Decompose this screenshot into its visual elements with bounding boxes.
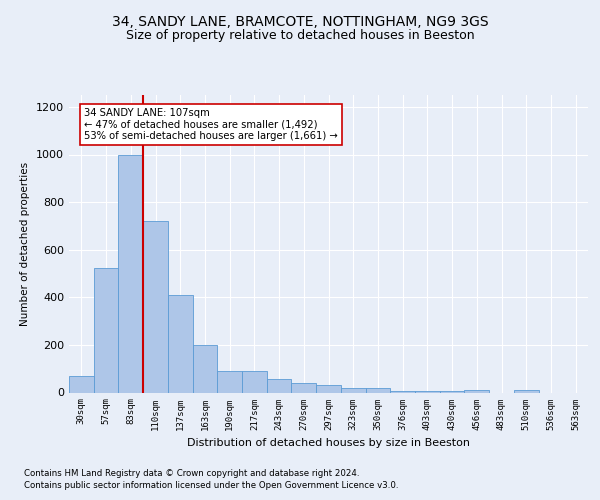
Bar [242, 371, 267, 392]
X-axis label: Distribution of detached houses by size in Beeston: Distribution of detached houses by size … [187, 438, 470, 448]
Text: Contains HM Land Registry data © Crown copyright and database right 2024.: Contains HM Land Registry data © Crown c… [24, 470, 359, 478]
Bar [193, 346, 217, 393]
Text: Contains public sector information licensed under the Open Government Licence v3: Contains public sector information licen… [24, 480, 398, 490]
Bar [143, 221, 168, 392]
Bar [118, 154, 143, 392]
Y-axis label: Number of detached properties: Number of detached properties [20, 162, 31, 326]
Bar [168, 295, 193, 392]
Bar [292, 384, 316, 392]
Bar [365, 388, 390, 392]
Bar [316, 386, 341, 392]
Bar [514, 390, 539, 392]
Bar [267, 378, 292, 392]
Bar [69, 376, 94, 392]
Bar [341, 388, 365, 392]
Bar [94, 268, 118, 392]
Bar [464, 390, 489, 392]
Text: 34, SANDY LANE, BRAMCOTE, NOTTINGHAM, NG9 3GS: 34, SANDY LANE, BRAMCOTE, NOTTINGHAM, NG… [112, 16, 488, 30]
Text: Size of property relative to detached houses in Beeston: Size of property relative to detached ho… [125, 30, 475, 43]
Text: 34 SANDY LANE: 107sqm
← 47% of detached houses are smaller (1,492)
53% of semi-d: 34 SANDY LANE: 107sqm ← 47% of detached … [84, 108, 338, 142]
Bar [217, 371, 242, 392]
